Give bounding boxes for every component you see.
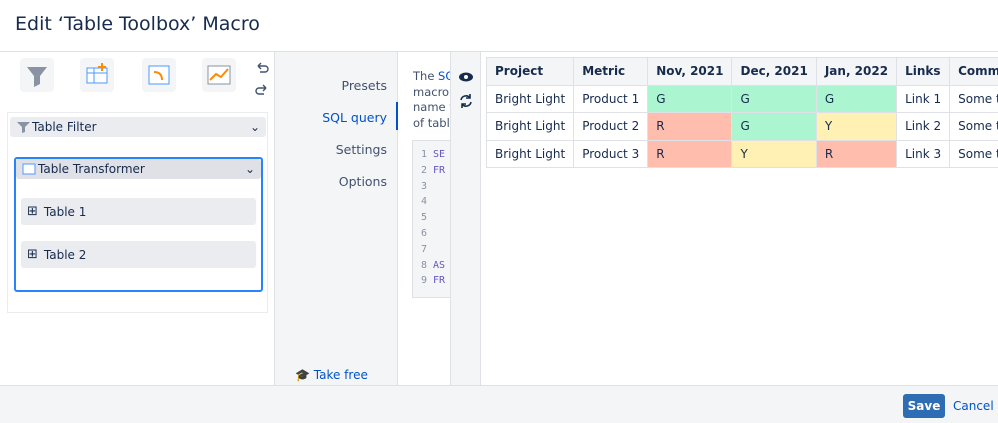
code-text: FR bbox=[433, 164, 446, 176]
nav-indicator bbox=[396, 102, 398, 130]
code-text: SE bbox=[433, 149, 446, 160]
preview-tools bbox=[450, 52, 481, 385]
status-cell: Y bbox=[815, 112, 898, 141]
line-number: 8 bbox=[420, 259, 427, 271]
table-cell: Bright Light bbox=[485, 139, 575, 168]
undo-redo[interactable] bbox=[254, 58, 270, 98]
status-cell: G bbox=[731, 112, 817, 141]
table-label: Table 1 bbox=[43, 204, 87, 219]
table-label: Table 2 bbox=[43, 247, 87, 262]
description-text: macro V bbox=[413, 84, 450, 99]
code-line: 2 FR bbox=[413, 163, 445, 179]
description-link[interactable]: SQ bbox=[438, 69, 450, 83]
preview-icon[interactable] bbox=[457, 70, 475, 84]
table-cell: Some text 1 bbox=[949, 84, 998, 113]
status-cell: R bbox=[815, 139, 898, 168]
table-cell: Bright Light bbox=[485, 84, 575, 113]
refresh-icon[interactable] bbox=[457, 92, 475, 110]
header: Edit ‘Table Toolbox’ Macro bbox=[0, 0, 998, 52]
code-line: 6 bbox=[413, 226, 445, 242]
description-line: of table bbox=[413, 116, 450, 132]
line-number: 3 bbox=[420, 180, 427, 192]
column-header: Jan, 2022 bbox=[815, 57, 898, 86]
nav-item[interactable]: Presets bbox=[341, 78, 388, 93]
table-icon: ⊞ bbox=[27, 247, 38, 262]
table-cell: Product 2 bbox=[573, 112, 649, 141]
filter-node[interactable]: Table Filter ⌄ bbox=[10, 117, 266, 137]
transformer-box: Table Transformer ⌄ ⊞ Table 1 ⊞ Table 2 bbox=[14, 157, 263, 292]
table-cell: Product 1 bbox=[573, 84, 649, 113]
description-text: of table bbox=[413, 115, 450, 130]
pivot-tool[interactable] bbox=[142, 58, 176, 92]
description-line: macro V bbox=[413, 85, 450, 101]
code-line: 7 bbox=[413, 242, 445, 258]
collapse[interactable]: ⌄ bbox=[249, 120, 260, 134]
nav-panel: Presets SQL query Settings Options 🎓 Take f… bbox=[275, 52, 398, 396]
column-header: Metric bbox=[573, 57, 649, 86]
status-cell: R bbox=[647, 139, 733, 168]
line-number: 1 bbox=[420, 149, 427, 160]
line-number: 6 bbox=[420, 227, 427, 239]
code-line: 1 SE bbox=[413, 147, 445, 163]
nav-item[interactable]: SQL query bbox=[322, 110, 387, 125]
title: Edit ‘Table Toolbox’ Macro bbox=[15, 13, 260, 35]
line-number: 2 bbox=[420, 164, 427, 176]
line-number: 9 bbox=[420, 275, 427, 287]
table-cell: Bright Light bbox=[485, 112, 575, 141]
column-header: Project bbox=[485, 57, 575, 86]
table-node[interactable]: ⊞ Table 1 bbox=[21, 198, 256, 225]
status-cell: Y bbox=[731, 139, 817, 168]
code-text: FR bbox=[433, 275, 446, 287]
transformer-tool[interactable] bbox=[80, 58, 114, 92]
table-cell: Link 2 bbox=[896, 112, 951, 141]
table-cell: Product 3 bbox=[573, 139, 649, 168]
column-header: Links bbox=[896, 57, 951, 86]
table-node[interactable]: ⊞ Table 2 bbox=[21, 241, 256, 268]
code-text: AS bbox=[433, 259, 446, 271]
description-line: name v bbox=[413, 100, 450, 116]
code-line: 9 FR bbox=[413, 273, 445, 289]
footer: Save Cancel bbox=[0, 385, 998, 423]
transformer-node[interactable]: Table Transformer ⌄ bbox=[16, 159, 261, 179]
column-header: Dec, 2021 bbox=[731, 57, 817, 86]
line-number: 4 bbox=[420, 196, 427, 208]
table-icon: ⊞ bbox=[27, 204, 38, 219]
code-line: 8 AS bbox=[413, 258, 445, 274]
tree: Table Filter ⌄ Table Transformer ⌄ ⊞ Tabl… bbox=[7, 112, 268, 313]
chart-tool[interactable] bbox=[202, 58, 236, 92]
status-cell: R bbox=[647, 112, 733, 141]
nav-item[interactable]: Settings bbox=[335, 142, 387, 157]
filter-label: Table Filter bbox=[32, 120, 97, 134]
table-cell: Link 3 bbox=[896, 139, 951, 168]
code-line: 5 bbox=[413, 210, 445, 226]
nav-item[interactable]: Options bbox=[338, 174, 387, 189]
result-table: Project Metric Nov, 2021 Dec, 2021 Jan, 2022… bbox=[485, 57, 998, 168]
cancel-link[interactable]: Cancel bbox=[953, 399, 994, 413]
code-editor: 1 SE 2 FR 3 4 5 6 7 8 AS 9 FR bbox=[412, 140, 450, 298]
status-cell: G bbox=[731, 84, 817, 113]
table-cell: Link 1 bbox=[896, 84, 951, 113]
table-cell: Some text 3 bbox=[949, 139, 998, 168]
description-line: The SQ bbox=[413, 69, 450, 85]
description-text: The bbox=[413, 69, 439, 83]
save-button[interactable]: Save bbox=[903, 394, 945, 418]
transformer-label: Table Transformer bbox=[38, 162, 145, 176]
status-cell: G bbox=[815, 84, 898, 113]
description-text: name v bbox=[413, 100, 450, 114]
code-line: 3 bbox=[413, 179, 445, 195]
filter-tool[interactable] bbox=[20, 58, 54, 92]
line-number: 5 bbox=[420, 212, 427, 224]
left-panel: Table Filter ⌄ Table Transformer ⌄ ⊞ Tabl… bbox=[0, 52, 275, 385]
code-line: 4 bbox=[413, 194, 445, 210]
table-cell: Some text 2 bbox=[949, 112, 998, 141]
status-cell: G bbox=[647, 84, 733, 113]
column-header: Nov, 2021 bbox=[647, 57, 733, 86]
column-header: Comment bbox=[949, 57, 998, 86]
line-number: 7 bbox=[420, 243, 427, 255]
